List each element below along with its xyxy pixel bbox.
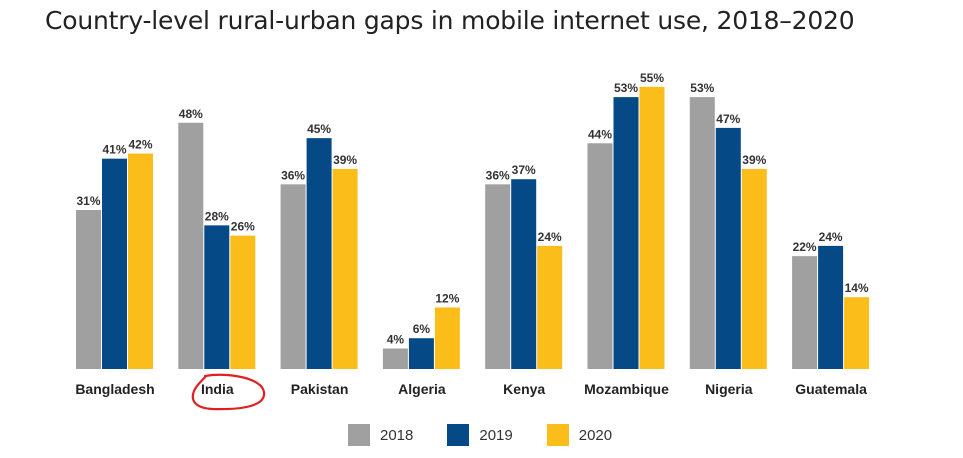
bar-nigeria-2019 [715,127,741,369]
category-label-mozambique: Mozambique [584,381,669,397]
bar-nigeria-2020 [741,168,767,369]
bar-guatemala-2020 [844,297,870,369]
legend-label-2018: 2018 [380,426,414,444]
chart-legend: 2018 2019 2020 [348,424,646,446]
value-label-guatemala-2020: 14% [845,281,869,295]
category-label-guatemala: Guatemala [795,381,867,397]
bar-group-nigeria: 53% 47% 39% Nigeria [689,81,767,397]
legend-item-2018: 2018 [348,424,413,446]
bar-nigeria-2018 [689,97,715,370]
value-label-mozambique-2018: 44% [588,127,612,141]
value-label-mozambique-2019: 53% [614,81,638,95]
bar-group-pakistan: 36% 45% 39% Pakistan [280,122,358,397]
bar-group-guatemala: 22%24% 14% Guatemala [792,230,870,397]
bar-bangladesh-2019 [102,158,127,369]
value-label-algeria-2018: 4% [387,332,405,346]
value-label-bangladesh-2020: 42% [128,138,152,152]
category-label-nigeria: Nigeria [705,381,753,397]
bar-guatemala-2019 [818,245,844,369]
bar-india-2020 [230,235,256,369]
value-label-india-2018: 48% [179,107,203,121]
bar-mozambique-2018 [587,143,613,369]
value-label-nigeria-2018: 53% [690,81,714,95]
bar-pakistan-2020 [332,168,358,369]
legend-label-2019: 2019 [479,426,513,444]
bar-bangladesh-2020 [128,153,153,369]
category-label-india: India [201,381,234,397]
value-label-nigeria-2019: 47% [716,112,740,126]
category-label-algeria: Algeria [398,381,446,397]
legend-swatch-2020 [546,424,569,446]
bar-bangladesh-2018 [76,209,101,369]
legend-item-2019: 2019 [447,424,513,446]
bar-group-mozambique: 44% 53%55% Mozambique [584,71,669,397]
bar-group-india: 48% 28%26% India [178,107,256,397]
value-label-bangladesh-2018: 31% [76,194,100,208]
category-label-pakistan: Pakistan [291,381,349,397]
bar-mozambique-2020 [639,86,665,369]
value-label-kenya-2019: 37% [512,163,536,177]
legend-swatch-2019 [447,424,470,446]
bar-mozambique-2019 [613,97,639,370]
bar-group-kenya: 36% 37% 24% Kenya [485,163,563,397]
bar-guatemala-2018 [792,256,818,369]
value-label-pakistan-2020: 39% [333,153,357,167]
legend-item-2020: 2020 [546,424,613,446]
bar-kenya-2019 [511,179,537,369]
bar-kenya-2020 [537,245,563,369]
bar-algeria-2019 [408,338,434,369]
bar-chart: 31%41% 42%Bangladesh48%28%26%India36%45%3… [75,71,870,411]
bar-pakistan-2018 [280,184,306,369]
value-label-guatemala-2019: 24% [819,230,843,244]
bar-algeria-2020 [434,307,460,369]
bar-group-algeria: 4% 6% 12% Algeria [382,291,460,397]
red-annotation-circle [191,373,266,411]
category-label-kenya: Kenya [503,381,545,397]
chart-title: Country-level rural-urban gaps in mobile… [45,6,855,35]
value-label-algeria-2020: 12% [435,291,459,305]
bar-pakistan-2019 [306,138,332,369]
value-label-kenya-2020: 24% [538,230,562,244]
value-label-pakistan-2019: 45% [307,122,331,136]
value-label-pakistan-2018: 36% [281,168,305,182]
bar-kenya-2018 [485,184,511,369]
value-label-india-2019: 28% [205,209,229,223]
bar-india-2019 [204,225,230,369]
value-label-kenya-2018: 36% [486,168,510,182]
value-label-algeria-2019: 6% [413,322,431,336]
value-label-india-2020: 26% [231,220,255,234]
legend-swatch-2018 [348,424,370,446]
legend-label-2020: 2020 [578,426,613,444]
category-label-bangladesh: Bangladesh [75,381,154,397]
value-label-guatemala-2018: 22% [793,240,817,254]
value-label-bangladesh-2019: 41% [102,143,126,157]
value-label-mozambique-2020: 55% [640,71,664,85]
value-label-nigeria-2020: 39% [742,153,766,167]
bar-group-bangladesh: 31% 41% 42% Bangladesh [75,138,154,397]
bar-india-2018 [178,122,204,369]
bar-algeria-2018 [382,348,408,369]
